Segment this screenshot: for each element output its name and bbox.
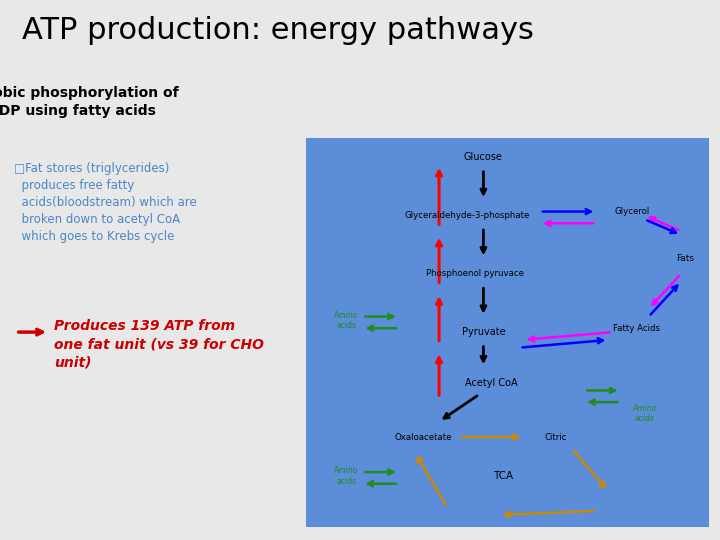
Text: Pyruvate: Pyruvate: [462, 327, 505, 337]
Text: Amino
acids: Amino acids: [633, 404, 657, 423]
Text: □Fat stores (triglycerides)
  produces free fatty
  acids(bloodstream) which are: □Fat stores (triglycerides) produces fre…: [14, 162, 197, 243]
Text: Oxaloacetate: Oxaloacetate: [394, 433, 451, 442]
Text: ATP production: energy pathways: ATP production: energy pathways: [22, 16, 534, 45]
Text: Acetyl CoA: Acetyl CoA: [465, 377, 518, 388]
Text: Phosphoenol pyruvace: Phosphoenol pyruvace: [426, 269, 524, 278]
Text: Citric: Citric: [545, 433, 567, 442]
Text: Glucose: Glucose: [464, 152, 503, 162]
Text: Glycerol: Glycerol: [615, 207, 650, 216]
Text: Fatty Acids: Fatty Acids: [613, 323, 660, 333]
Text: Produces 139 ATP from
one fat unit (vs 39 for CHO
unit): Produces 139 ATP from one fat unit (vs 3…: [54, 319, 264, 369]
Text: Aerobic phosphorylation of
ADP using fatty acids: Aerobic phosphorylation of ADP using fat…: [0, 86, 179, 118]
Text: Amino
acids: Amino acids: [334, 310, 359, 330]
Text: TCA: TCA: [493, 471, 513, 481]
Text: Fats: Fats: [676, 254, 694, 263]
Bar: [306, 138, 709, 526]
Text: Amino
acids: Amino acids: [334, 466, 359, 485]
Text: Glyceraldehyde-3-phosphate: Glyceraldehyde-3-phosphate: [405, 211, 530, 220]
